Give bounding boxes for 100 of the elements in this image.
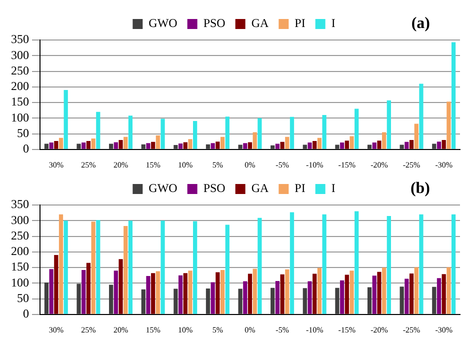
bar [317,268,322,314]
bar [409,273,414,314]
bar [377,272,382,314]
bar [151,273,156,314]
bar [312,140,317,149]
legend-label: GA [251,16,270,30]
bar [386,100,391,149]
bar [302,288,307,314]
bar [114,270,118,314]
bar [372,142,376,149]
x-tick-label: 20% [113,160,128,170]
bar [64,90,68,149]
y-tick-label: 50 [17,290,29,305]
bar [258,218,262,314]
bar [82,142,86,149]
bar [414,124,418,149]
bar [86,140,91,149]
bar [86,262,91,314]
bar [285,269,290,314]
x-tick-label: 25% [81,325,96,334]
legend-label: GWO [148,16,178,30]
bar [335,288,340,314]
y-tick-label: 100 [11,110,29,124]
bar [382,268,386,314]
bar [432,286,436,314]
bar [308,281,312,314]
bar [275,144,280,149]
bar [178,275,183,314]
bar [436,142,442,149]
bar [270,288,275,314]
bar [156,271,160,314]
y-tick-label: 250 [11,63,29,78]
x-tick-label: 0% [244,325,256,334]
bar [49,269,54,314]
text: (a) [411,15,430,32]
bar [344,140,349,149]
bar [91,222,96,314]
bar [188,270,192,314]
bar [193,221,198,314]
y-tick-label: 350 [11,197,29,212]
bar [210,143,215,149]
x-tick-label: 30% [48,160,64,170]
legend-label: PI [294,181,306,196]
x-tick-label: -30% [435,325,453,334]
bar [124,226,128,314]
bar [258,118,262,149]
x-tick-label: -5% [276,160,290,170]
x-tick-label: -5% [276,325,290,334]
bar [238,144,242,149]
bar [419,84,424,149]
x-tick-label: 25% [81,160,96,170]
y-tick-label: 200 [11,79,29,94]
y-tick-label: 300 [11,48,29,62]
bar [344,274,349,314]
bar [220,136,225,149]
x-tick-label: 15% [146,160,161,170]
x-tick-label: 5% [212,160,224,170]
bar [312,274,317,314]
bar [82,270,86,314]
x-tick-label: -25% [402,160,421,170]
bar [317,138,322,149]
bar [76,144,81,149]
y-tick-label: 0 [23,306,29,321]
bar [400,144,404,149]
x-tick-label: 0% [244,160,256,170]
bar [308,142,312,149]
y-tick-label: 200 [11,244,29,258]
bar [58,214,64,314]
bar [451,42,456,149]
bar [124,136,128,149]
bar [109,284,114,314]
bar [290,116,294,149]
bar [206,144,210,149]
y-tick-label: 250 [11,228,29,242]
x-tick-label: -20% [370,160,388,170]
bar [442,274,446,314]
bar [243,143,248,149]
bar [128,220,133,314]
bar [174,288,178,314]
bar [225,224,230,314]
y-tick-label: 300 [11,212,29,227]
bar [400,286,404,314]
bar [404,278,409,314]
bar [193,120,198,149]
bar [243,281,248,314]
y-tick-label: 50 [17,126,29,140]
bar [302,144,307,149]
x-tick-label: -15% [338,160,356,170]
bar [210,282,215,314]
x-tick-label: 20% [113,325,128,334]
bar [451,214,456,314]
bar [156,135,160,149]
x-tick-label: 5% [212,325,224,334]
bar [64,220,68,314]
bar [96,112,100,149]
bar [118,259,123,314]
legend-label: PSO [203,16,226,30]
x-tick-label: 10% [178,160,194,170]
bar [146,276,150,314]
y-tick-label: 0 [23,142,29,156]
